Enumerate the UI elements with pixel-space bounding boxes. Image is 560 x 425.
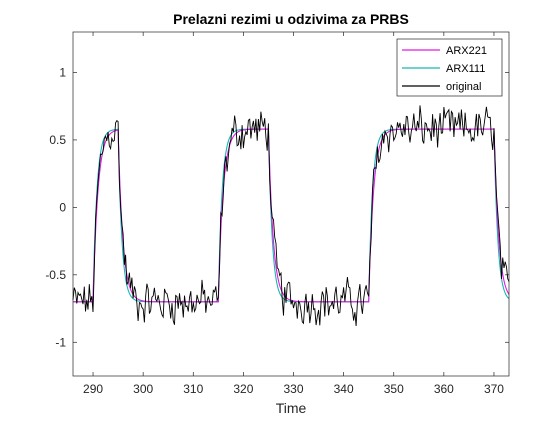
legend-label: ARX111 [446, 63, 485, 75]
legend: ARX221 ARX111 original [396, 38, 503, 97]
series-layer [72, 105, 510, 327]
x-tick-label: 300 [133, 382, 153, 396]
legend-label: original [446, 81, 481, 93]
x-tick-label: 350 [384, 382, 404, 396]
x-tick-label: 330 [283, 382, 303, 396]
x-tick-label: 370 [484, 382, 504, 396]
y-tick-label: 0.5 [49, 133, 66, 147]
x-axis-label: Time [276, 400, 307, 416]
series-line-original [72, 105, 510, 327]
axes-layer: 290 300 310 320 330 340 350 360 370 -1 -0.5 0 0.5 1 [45, 32, 509, 396]
x-tick-label: 310 [183, 382, 203, 396]
axes-box [72, 31, 510, 377]
x-tick-label: 340 [334, 382, 354, 396]
y-tick-label: -1 [55, 335, 66, 349]
y-tick-label: 0 [59, 200, 66, 214]
y-tick-label: -0.5 [45, 268, 66, 282]
y-tick-label: 1 [59, 65, 66, 79]
x-tick-label: 320 [233, 382, 253, 396]
chart-title: Prelazni rezimi u odzivima za PRBS [173, 11, 409, 27]
x-tick-label: 290 [83, 382, 103, 396]
legend-label: ARX221 [446, 45, 487, 57]
x-tick-label: 360 [434, 382, 454, 396]
